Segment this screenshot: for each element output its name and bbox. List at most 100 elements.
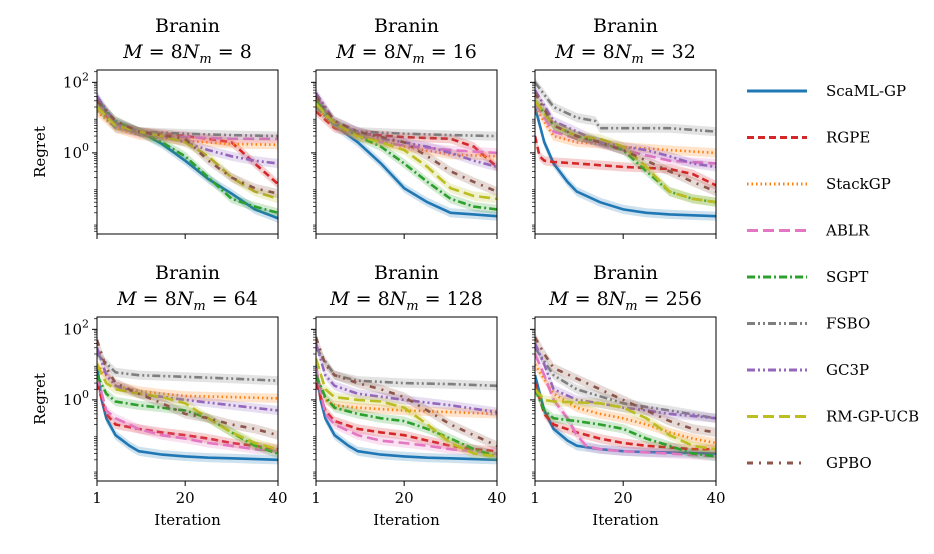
series-stackgp <box>535 363 716 445</box>
band-ablr <box>97 370 278 456</box>
legend-label: GC3P <box>826 361 869 379</box>
band-ablr <box>316 91 497 158</box>
series-rgpe <box>316 382 497 453</box>
series-fsbo <box>535 81 716 133</box>
plot-area <box>97 335 278 465</box>
subplot-6: 1 20 40 Branin M = 8Nm = 256 Iteration <box>530 262 726 529</box>
subplot-4: 1 20 40 102 100 Branin M = 8Nm = 64 Regret Itera… <box>31 262 288 529</box>
legend-item-stackgp: StackGP <box>747 175 891 193</box>
band-stackgp <box>97 360 278 403</box>
series-scaml-gp <box>535 106 716 218</box>
band-gpbo <box>535 332 716 437</box>
band-gpbo <box>316 91 497 197</box>
series-ablr <box>97 374 278 453</box>
panel-title: Branin <box>155 262 220 284</box>
y-axis-label: Regret <box>31 126 49 178</box>
series-rm-gp-ucb <box>535 388 716 451</box>
band-rgpe <box>535 131 716 190</box>
subplot-5: 1 20 40 Branin M = 8Nm = 128 Iteration <box>311 262 507 529</box>
axes-frame <box>315 316 498 482</box>
series-sgpt <box>97 374 278 455</box>
legend-item-scaml-gp: ScaML-GP <box>747 82 906 100</box>
y-tick-label: 102 <box>63 70 89 91</box>
legend-label: GPBO <box>826 454 872 472</box>
legend-item-gpbo: GPBO <box>747 454 872 472</box>
plot-area <box>316 332 497 465</box>
x-tick-label: 1 <box>530 489 540 507</box>
band-stackgp <box>316 370 497 419</box>
band-fsbo <box>316 343 497 391</box>
y-tick-label: 100 <box>63 388 89 409</box>
series-rm-gp-ucb <box>316 358 497 458</box>
band-sgpt <box>316 370 497 461</box>
panel-subtitle: M = 8Nm = 128 <box>329 288 483 314</box>
legend-item-sgpt: SGPT <box>747 268 868 286</box>
series-scaml-gp <box>97 364 278 462</box>
band-gc3p <box>97 91 278 169</box>
series-rgpe <box>535 135 716 187</box>
subplot-1: 102 100 Branin M = 8Nm = 8 Regret <box>31 15 279 239</box>
band-rgpe <box>316 106 497 172</box>
x-tick-label: 1 <box>92 489 102 507</box>
panel-subtitle: M = 8Nm = 64 <box>116 288 258 314</box>
subplot-2: Branin M = 8Nm = 16 <box>311 15 498 239</box>
band-scaml-gp <box>535 102 716 221</box>
band-fsbo <box>97 349 278 386</box>
band-rm-gp-ucb <box>316 353 497 461</box>
series-fsbo <box>97 106 278 138</box>
legend-label: RGPE <box>826 129 870 147</box>
band-rgpe <box>316 378 497 456</box>
band-ablr <box>316 363 497 459</box>
series-fsbo <box>535 347 716 420</box>
plot-area <box>97 91 278 223</box>
axes-frame <box>315 69 498 235</box>
series-gpbo <box>535 92 716 193</box>
band-gpbo <box>535 88 716 197</box>
panel-title: Branin <box>593 15 658 37</box>
series-rgpe <box>535 382 716 451</box>
panel-subtitle: M = 8Nm = 16 <box>335 41 477 67</box>
legend-label: SGPT <box>826 268 868 286</box>
band-gpbo <box>97 335 278 440</box>
legend-label: StackGP <box>826 175 891 193</box>
band-gc3p <box>316 338 497 417</box>
panel-title: Branin <box>155 15 220 37</box>
band-stackgp <box>97 106 278 150</box>
series-ablr <box>535 353 716 458</box>
series-gc3p <box>97 95 278 165</box>
panel-subtitle: M = 8Nm = 32 <box>554 41 696 67</box>
plot-area <box>316 88 497 221</box>
band-gpbo <box>97 96 278 199</box>
panel-subtitle: M = 8Nm = 8 <box>122 41 252 67</box>
x-tick-label: 40 <box>706 489 725 507</box>
x-tick-label: 1 <box>311 489 321 507</box>
band-rm-gp-ucb <box>97 360 278 454</box>
series-gpbo <box>97 99 278 195</box>
band-fsbo <box>535 77 716 137</box>
series-sgpt <box>97 99 278 215</box>
series-stackgp <box>97 110 278 147</box>
legend-label: ScaML-GP <box>826 82 906 100</box>
series-gc3p <box>316 343 497 414</box>
axes-frame <box>96 316 279 482</box>
series-ablr <box>316 367 497 455</box>
series-fsbo <box>97 353 278 382</box>
legend-item-gc3p: GC3P <box>747 361 869 379</box>
x-axis-label: Iteration <box>154 511 221 529</box>
series-rm-gp-ucb <box>97 106 278 201</box>
plot-area <box>535 77 716 221</box>
x-axis-label: Iteration <box>592 511 659 529</box>
series-stackgp <box>316 374 497 416</box>
legend-label: FSBO <box>826 315 870 333</box>
legend-item-rm-gp-ucb: RM-GP-UCB <box>747 408 919 426</box>
x-tick-label: 40 <box>268 489 287 507</box>
series-scaml-gp <box>316 364 497 462</box>
series-rgpe <box>316 110 497 168</box>
legend-item-rgpe: RGPE <box>747 129 870 147</box>
axes-frame <box>96 69 279 235</box>
band-scaml-gp <box>97 91 278 223</box>
y-axis-label: Regret <box>31 373 49 425</box>
panel-title: Branin <box>374 262 439 284</box>
series-fsbo <box>316 106 497 138</box>
legend: ScaML-GP RGPE StackGP ABLR SGPT FSBO GC3P RM-GP… <box>747 82 919 472</box>
